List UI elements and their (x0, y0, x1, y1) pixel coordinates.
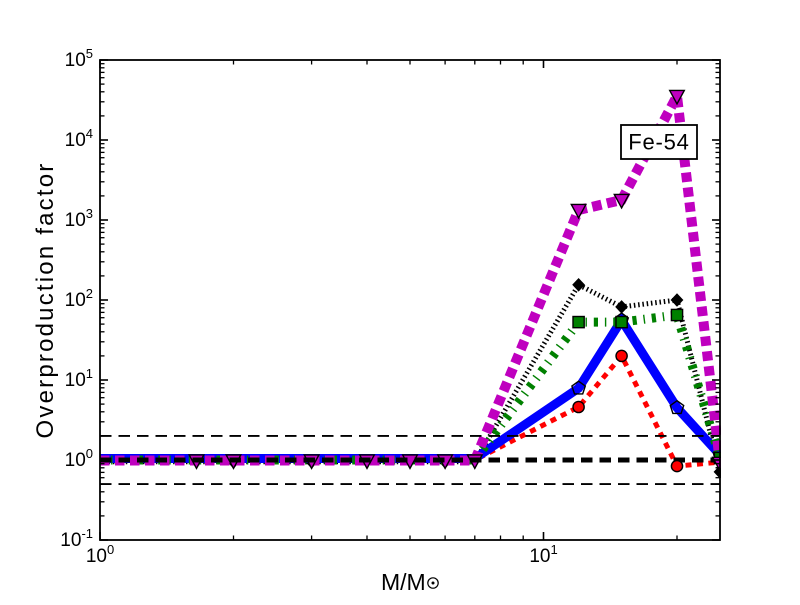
svg-text:101: 101 (529, 542, 557, 567)
svg-text:Fe-54: Fe-54 (628, 130, 689, 155)
svg-text:Overproduction factor: Overproduction factor (32, 162, 59, 439)
svg-text:104: 104 (65, 126, 93, 151)
svg-text:100: 100 (86, 542, 114, 567)
svg-text:M/M: M/M (381, 569, 426, 595)
